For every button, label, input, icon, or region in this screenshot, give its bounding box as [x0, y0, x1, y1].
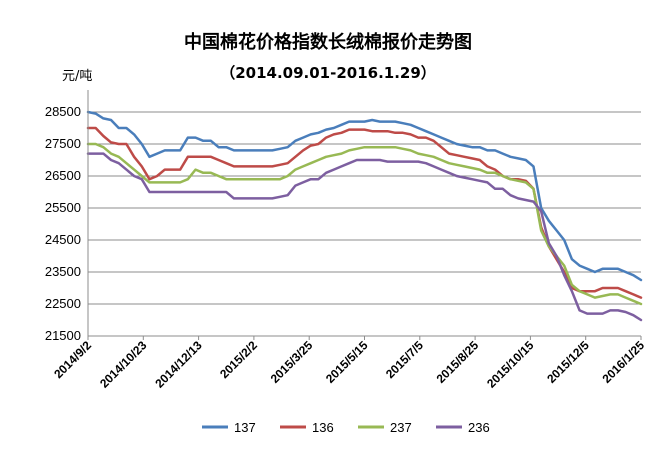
y-tick-label: 24500 [45, 232, 81, 247]
x-tick-label: 2015/5/15 [323, 338, 371, 386]
y-tick-label: 25500 [45, 200, 81, 215]
x-tick-label: 2015/7/5 [383, 338, 426, 381]
x-tick-label: 2016/1/25 [599, 338, 647, 386]
x-tick-label: 2015/3/25 [268, 338, 316, 386]
x-tick-label: 2015/10/15 [484, 338, 537, 391]
y-tick-label: 22500 [45, 296, 81, 311]
legend-label-136: 136 [312, 420, 334, 435]
legend-label-237: 237 [390, 420, 412, 435]
x-tick-label: 2014/10/23 [97, 338, 150, 391]
y-tick-label: 23500 [45, 264, 81, 279]
legend: 137 136 237 236 [202, 420, 490, 435]
x-tick-label: 2015/12/5 [544, 338, 592, 386]
x-tick-label: 2014/12/13 [152, 338, 205, 391]
x-tick-label: 2015/8/25 [434, 338, 482, 386]
x-tick-label: 2014/9/2 [51, 338, 94, 381]
series-line-236 [86, 152, 643, 322]
series-line-237 [86, 142, 643, 306]
grid-layer [88, 111, 641, 337]
legend-label-137: 137 [234, 420, 256, 435]
x-tick-label: 2015/2/2 [217, 338, 260, 381]
series-line-137 [86, 110, 643, 282]
y-tick-label: 27500 [45, 136, 81, 151]
chart-title: 中国棉花价格指数长绒棉报价走势图 [184, 31, 472, 53]
y-tick-label: 28500 [45, 104, 81, 119]
y-axis-unit-label: 元/吨 [62, 69, 92, 84]
y-tick-label: 26500 [45, 168, 81, 183]
series-layer [86, 110, 643, 322]
y-tick-label: 21500 [45, 328, 81, 343]
chart-subtitle: （2014.09.01-2016.1.29） [220, 64, 436, 82]
legend-label-236: 236 [468, 420, 490, 435]
